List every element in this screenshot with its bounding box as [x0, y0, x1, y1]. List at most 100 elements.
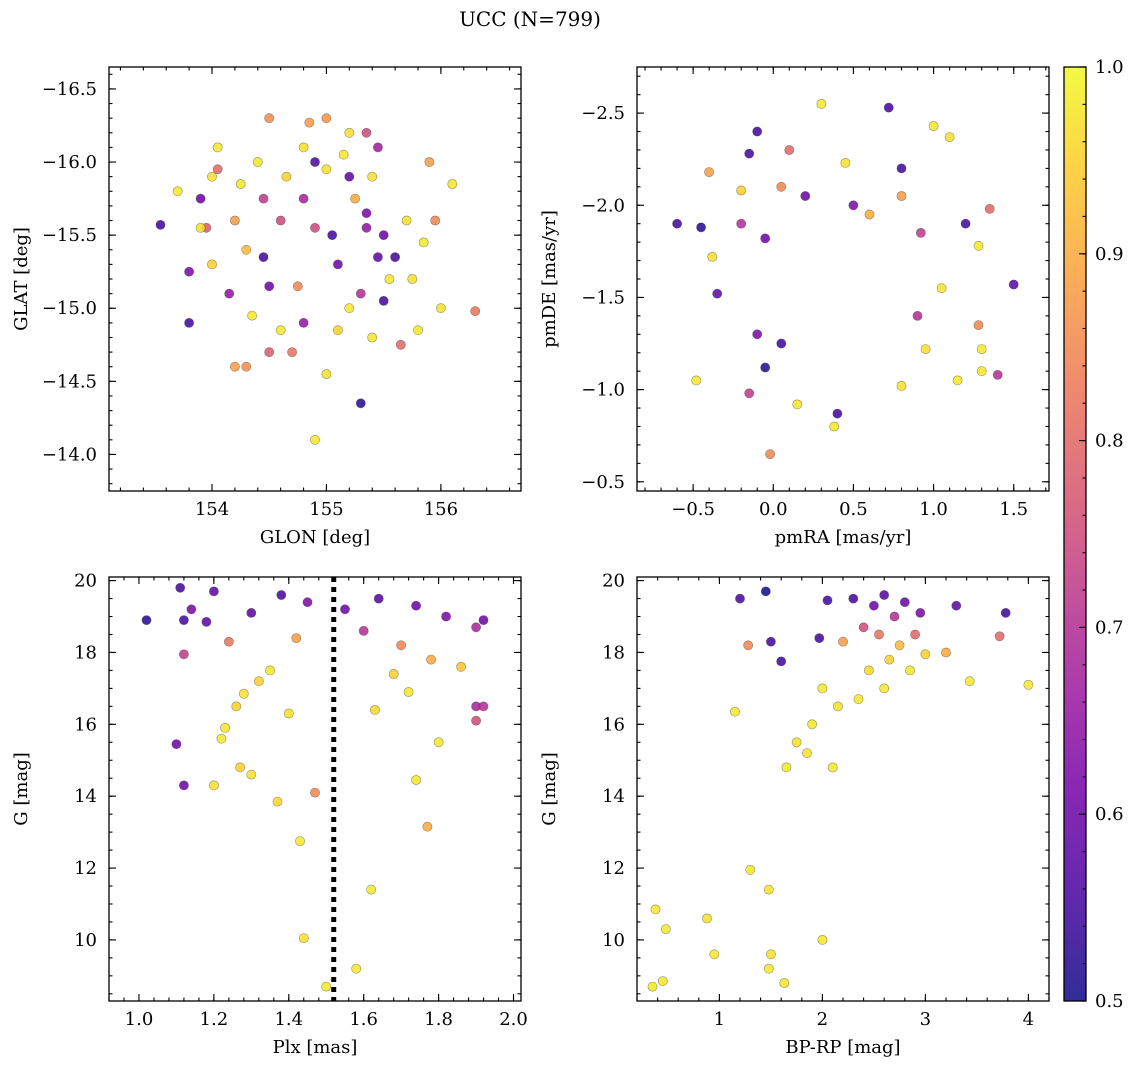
x-tick-label: 0.0 — [759, 499, 788, 520]
data-point — [340, 604, 350, 615]
data-point — [691, 375, 702, 386]
data-point — [994, 631, 1005, 642]
data-point — [327, 230, 338, 240]
data-point — [344, 171, 355, 182]
colorbar: 0.5 0.6 0.7 0.8 0.9 1.0 — [1063, 57, 1124, 1012]
data-point — [171, 739, 182, 749]
data-point — [730, 706, 740, 717]
data-point — [647, 981, 658, 992]
data-point — [712, 288, 723, 299]
data-point — [292, 281, 303, 292]
data-point — [403, 687, 414, 697]
data-point — [367, 171, 378, 182]
data-point — [355, 288, 366, 299]
data-point — [1000, 608, 1011, 618]
data-point — [350, 193, 360, 204]
data-point — [765, 449, 775, 459]
data-point — [390, 252, 400, 262]
data-point — [800, 191, 811, 201]
data-point — [864, 209, 875, 220]
data-point — [395, 339, 406, 350]
y-tick-label: −14.5 — [42, 371, 97, 392]
data-point — [838, 636, 848, 647]
data-point — [361, 222, 372, 233]
x-axis-label: Plx [mas] — [273, 1037, 358, 1058]
x-tick-label: 155 — [309, 499, 343, 520]
y-tick-label: 16 — [602, 714, 625, 735]
figure-title: UCC (N=799) — [459, 7, 601, 31]
data-point — [281, 171, 292, 182]
data-point — [424, 157, 435, 167]
data-point — [899, 597, 910, 608]
y-tick-label: −16.5 — [42, 79, 97, 100]
data-point — [660, 924, 671, 934]
data-point — [752, 329, 763, 340]
data-point — [896, 380, 907, 391]
panel-pmra-pmde: −0.5 0.0 0.5 1.0 1.5 −2.5 −2.0 −1.5 −1.0 −0.5 pmRA… — [539, 66, 1050, 548]
data-point — [848, 593, 859, 604]
data-point — [351, 963, 362, 974]
colorbar-frame — [1063, 66, 1087, 1002]
data-point — [874, 629, 884, 640]
axes-frame — [108, 576, 522, 1002]
data-point — [447, 179, 458, 189]
axes-frame — [636, 66, 1050, 492]
data-point — [372, 142, 383, 153]
data-point — [776, 181, 787, 192]
data-point — [672, 218, 682, 229]
data-point — [827, 762, 838, 773]
data-point — [338, 149, 349, 160]
data-point — [984, 203, 995, 214]
data-point — [195, 222, 206, 233]
y-tick-label: −1.0 — [581, 380, 625, 401]
data-point — [252, 157, 263, 167]
data-point — [369, 705, 380, 715]
x-tick-label: −0.5 — [671, 499, 715, 520]
x-tick-label: 1.0 — [919, 499, 948, 520]
y-tick-label: 20 — [74, 571, 97, 592]
data-point — [657, 976, 668, 987]
data-point — [283, 708, 294, 719]
y-tick-label: −15.0 — [42, 298, 97, 319]
data-point — [976, 366, 987, 377]
data-point — [766, 949, 776, 960]
x-tick-label: 154 — [195, 499, 229, 520]
data-point — [829, 421, 840, 432]
data-point — [253, 676, 264, 687]
data-point — [220, 723, 230, 733]
data-point — [246, 769, 257, 780]
data-point — [275, 215, 286, 226]
data-point — [920, 649, 931, 660]
y-tick-label: 14 — [602, 786, 625, 807]
data-point — [258, 252, 269, 262]
data-point — [231, 701, 242, 712]
data-point — [361, 208, 372, 219]
data-point — [802, 748, 812, 758]
data-point — [848, 200, 859, 211]
data-point — [276, 590, 287, 600]
data-point — [817, 935, 828, 945]
data-point — [863, 665, 874, 676]
data-point — [763, 963, 774, 974]
data-point — [952, 375, 963, 386]
data-point — [372, 252, 383, 262]
data-point — [207, 259, 217, 270]
data-point — [832, 408, 843, 419]
data-point — [915, 608, 926, 618]
y-tick-label: −14.0 — [42, 444, 97, 465]
data-point — [814, 633, 825, 643]
x-axis-label: pmRA [mas/yr] — [775, 527, 912, 548]
data-point — [896, 163, 907, 174]
data-point — [195, 193, 206, 204]
data-point — [298, 193, 309, 204]
data-point — [884, 654, 895, 665]
data-point — [779, 978, 790, 988]
x-tick-label: 0.5 — [839, 499, 868, 520]
data-point — [840, 157, 851, 168]
data-point — [817, 683, 828, 694]
data-point — [229, 361, 240, 372]
data-point — [184, 266, 194, 277]
data-point — [816, 99, 827, 109]
x-tick-label: 4 — [1023, 1009, 1034, 1030]
